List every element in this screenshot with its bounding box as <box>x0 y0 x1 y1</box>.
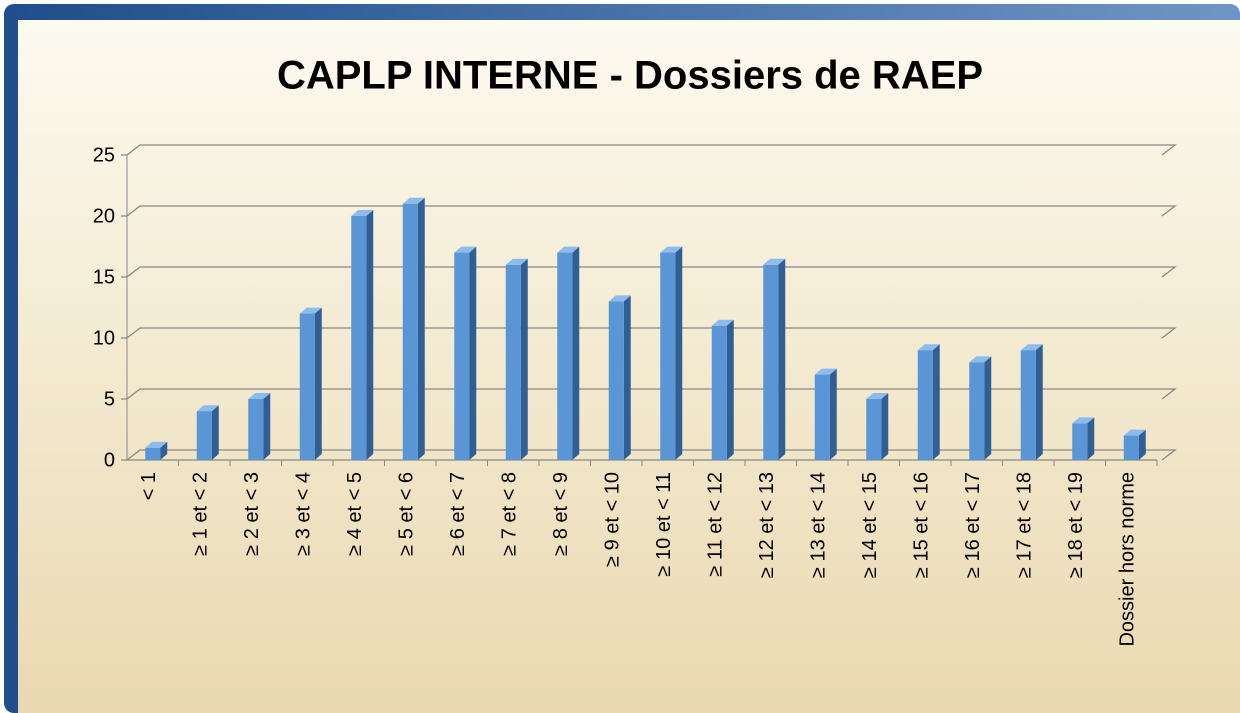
bar-side <box>1087 417 1095 460</box>
bar-top <box>454 246 477 253</box>
bar-top <box>299 307 322 314</box>
bar <box>1123 435 1139 460</box>
bar-side <box>1138 429 1146 460</box>
bar-top <box>505 258 528 265</box>
bar <box>454 252 470 460</box>
bar-top <box>145 441 168 448</box>
bar-side <box>932 344 940 460</box>
x-tick-label: ≥ 3 et < 4 <box>293 472 315 556</box>
x-tick-label: ≥ 8 et < 9 <box>550 472 572 556</box>
bar <box>763 264 779 460</box>
bar-top <box>866 393 889 399</box>
grid-line <box>121 327 1177 339</box>
bar-top <box>1123 429 1146 436</box>
grid-line <box>121 205 1177 217</box>
bar <box>866 399 882 460</box>
bar <box>145 447 161 460</box>
bar-top <box>402 197 425 204</box>
x-tick-label: ≥ 9 et < 10 <box>602 472 624 567</box>
x-tick-label: ≥ 6 et < 7 <box>447 472 469 556</box>
bar-side <box>778 258 786 460</box>
y-tick-label: 5 <box>104 388 115 410</box>
x-tick-label: ≥ 14 et < 15 <box>859 472 881 578</box>
bar-top <box>196 405 219 412</box>
bar-top <box>248 393 271 399</box>
bar <box>608 301 624 460</box>
x-tick-label: ≥ 15 et < 16 <box>911 472 933 578</box>
x-tick-label: ≥ 10 et < 11 <box>653 472 675 577</box>
bar-side <box>314 307 322 460</box>
grid-line <box>121 144 1177 156</box>
bar-top <box>763 258 786 265</box>
bar-top <box>557 246 580 253</box>
bar <box>351 216 367 460</box>
x-tick-label: ≥ 1 et < 2 <box>190 472 212 556</box>
bar-top <box>711 319 734 326</box>
bar <box>248 399 264 460</box>
x-tick-label: < 1 <box>138 472 160 500</box>
bar-top <box>814 368 837 375</box>
bar <box>711 325 727 460</box>
bar-side <box>366 210 374 460</box>
y-tick-label: 20 <box>93 205 115 227</box>
bar <box>660 252 676 460</box>
x-tick-label: ≥ 2 et < 3 <box>241 472 263 556</box>
bar <box>299 313 315 460</box>
bar-top <box>608 295 631 302</box>
bar-top <box>660 246 683 253</box>
grid-line <box>121 388 1177 400</box>
y-tick-label: 0 <box>104 449 115 471</box>
bar-side <box>520 258 528 460</box>
bar <box>505 264 521 460</box>
bar-side <box>675 246 683 460</box>
bar-side <box>572 246 580 460</box>
bar-side <box>469 246 477 460</box>
y-tick-label: 10 <box>93 327 115 349</box>
x-tick-label: ≥ 12 et < 13 <box>756 472 778 578</box>
bar <box>917 350 933 460</box>
bar-side <box>211 405 219 460</box>
bar <box>557 252 573 460</box>
bar <box>1072 423 1088 460</box>
grid-line <box>121 449 1177 461</box>
x-tick-label: ≥ 7 et < 8 <box>499 472 521 556</box>
bar-side <box>829 368 837 460</box>
x-tick-label: ≥ 4 et < 5 <box>344 472 366 556</box>
grid-line <box>121 266 1177 278</box>
bar <box>196 411 212 460</box>
bar <box>969 362 985 460</box>
bar-side <box>623 295 631 460</box>
bar-top <box>1072 417 1095 424</box>
x-tick-label: ≥ 16 et < 17 <box>962 472 984 578</box>
x-tick-label: ≥ 18 et < 19 <box>1065 472 1087 578</box>
bar-side <box>881 393 889 460</box>
bar-top <box>1020 344 1043 351</box>
bar-side <box>417 197 425 461</box>
bar-top <box>969 356 992 363</box>
x-tick-label: ≥ 11 et < 12 <box>705 472 727 577</box>
bar-top <box>917 344 940 351</box>
bar-side <box>726 319 734 460</box>
bar-side <box>1035 344 1043 460</box>
bar <box>1020 350 1036 460</box>
bar <box>402 203 418 461</box>
x-tick-label: ≥ 5 et < 6 <box>396 472 418 556</box>
y-tick-label: 25 <box>93 144 115 166</box>
x-tick-label: ≥ 13 et < 14 <box>808 472 830 578</box>
bar-side <box>984 356 992 460</box>
y-tick-label: 15 <box>93 266 115 288</box>
bar-side <box>263 393 271 460</box>
bar-side <box>160 441 168 460</box>
bar <box>814 374 830 460</box>
bar-top <box>351 210 374 216</box>
chart-title: CAPLP INTERNE - Dossiers de RAEP <box>277 54 983 98</box>
x-tick-label: ≥ 17 et < 18 <box>1014 472 1036 578</box>
x-tick-label: Dossier hors norme <box>1117 472 1139 647</box>
